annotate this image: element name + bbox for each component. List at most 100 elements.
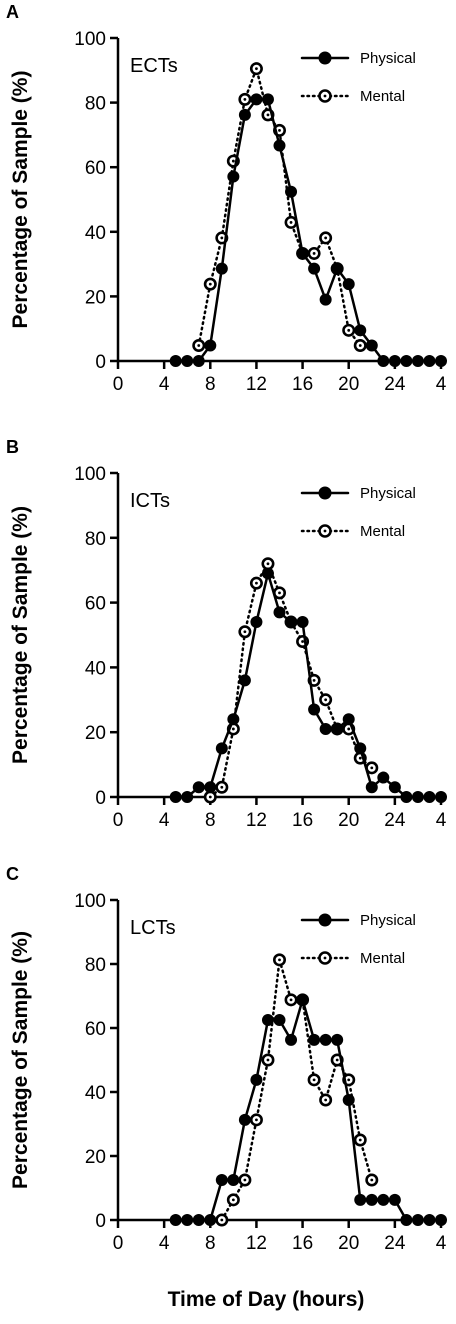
series-line-physical xyxy=(174,98,443,363)
data-point-physical xyxy=(308,262,321,275)
data-point-center-mental xyxy=(266,1058,270,1062)
y-tick-label: 100 xyxy=(74,464,106,485)
data-point-center-mental xyxy=(278,128,281,132)
data-point-center-mental xyxy=(324,1098,328,1102)
data-point-center-mental xyxy=(197,344,201,347)
data-point-physical xyxy=(273,1014,286,1026)
data-point-center-mental xyxy=(220,236,224,240)
legend-marker-center xyxy=(323,94,327,98)
data-point-physical xyxy=(227,713,240,726)
y-tick-label: 80 xyxy=(85,94,106,115)
data-point-center-mental xyxy=(324,698,328,702)
data-point-center-mental xyxy=(347,1078,351,1082)
data-point-center-mental xyxy=(208,795,212,799)
legend-label-mental: Mental xyxy=(360,88,405,105)
data-point-physical xyxy=(388,1193,401,1206)
data-point-physical xyxy=(296,616,309,629)
x-tick-label: 20 xyxy=(338,374,359,395)
data-point-center-mental xyxy=(335,1058,339,1062)
data-point-physical xyxy=(354,1193,367,1206)
data-point-physical xyxy=(261,567,274,580)
data-point-center-mental xyxy=(243,630,247,634)
data-point-physical xyxy=(261,93,274,106)
data-point-physical xyxy=(285,1033,298,1046)
data-point-physical xyxy=(181,355,194,367)
legend-label-physical: Physical xyxy=(360,912,416,929)
data-point-center-mental xyxy=(231,1198,235,1202)
data-point-physical xyxy=(365,781,378,794)
data-point-physical xyxy=(296,247,309,260)
data-point-physical xyxy=(388,355,401,367)
y-tick-label: 0 xyxy=(95,1211,106,1232)
x-tick-label: 24 xyxy=(384,810,406,831)
data-point-center-mental xyxy=(231,159,235,163)
x-tick-label: 0 xyxy=(113,810,124,831)
y-tick-label: 60 xyxy=(85,594,106,615)
panel-letter: B xyxy=(6,437,19,457)
x-tick-label: 0 xyxy=(113,374,124,395)
data-point-physical xyxy=(435,355,447,367)
y-axis-title: Percentage of Sample (%) xyxy=(9,931,32,1189)
data-point-center-mental xyxy=(324,236,328,240)
y-tick-label: 0 xyxy=(95,788,106,809)
y-tick-label: 40 xyxy=(85,1083,106,1104)
x-tick-label: 8 xyxy=(205,1233,216,1254)
data-point-physical xyxy=(331,262,344,275)
legend-label-physical: Physical xyxy=(360,50,416,67)
y-tick-label: 40 xyxy=(85,223,106,244)
data-point-physical xyxy=(169,355,182,367)
x-tick-label: 24 xyxy=(384,1233,406,1254)
y-tick-label: 40 xyxy=(85,658,106,679)
x-tick-label: 16 xyxy=(292,810,313,831)
data-point-physical xyxy=(308,1033,321,1046)
data-point-physical xyxy=(342,278,355,291)
data-point-center-mental xyxy=(301,640,304,643)
data-point-physical xyxy=(319,293,332,306)
x-tick-label: 4 xyxy=(159,810,170,831)
data-point-center-mental xyxy=(243,97,247,101)
data-point-physical xyxy=(227,170,240,183)
y-tick-label: 80 xyxy=(85,955,106,976)
data-point-center-mental xyxy=(347,727,351,731)
chart-panel-b: B Percentage of Sample (%) 0 20 40 60 80 100 0 4 8… xyxy=(6,437,447,831)
data-point-physical xyxy=(238,1113,251,1126)
legend-label-mental: Mental xyxy=(360,950,405,967)
x-tick-label: 4 xyxy=(436,1233,447,1254)
data-point-center-mental xyxy=(255,1118,258,1122)
y-tick-label: 100 xyxy=(74,891,106,912)
data-point-physical xyxy=(400,791,413,803)
data-point-center-mental xyxy=(358,756,362,760)
data-point-center-mental xyxy=(231,727,235,731)
data-point-physical xyxy=(435,1214,447,1226)
x-tick-label: 8 xyxy=(205,810,216,831)
data-point-physical xyxy=(308,703,321,716)
data-point-physical xyxy=(181,1214,194,1226)
series-line-mental xyxy=(197,67,362,347)
data-point-physical xyxy=(192,781,205,794)
data-point-physical xyxy=(204,339,217,352)
legend-marker-physical xyxy=(318,51,332,65)
panel-letter: C xyxy=(6,864,19,884)
data-point-center-mental xyxy=(255,67,258,71)
data-point-physical xyxy=(250,93,263,106)
x-tick-label: 12 xyxy=(246,374,267,395)
legend-label-physical: Physical xyxy=(360,485,416,502)
y-tick-label: 100 xyxy=(74,29,106,50)
data-point-physical xyxy=(331,722,344,735)
series-line-mental xyxy=(209,562,374,799)
data-point-physical xyxy=(423,1214,436,1226)
y-tick-label: 80 xyxy=(85,529,106,550)
chart-panel-c: C Percentage of Sample (%) 0 20 40 60 80 100 0 4 8… xyxy=(6,864,447,1254)
data-point-center-mental xyxy=(289,998,293,1002)
x-tick-label: 16 xyxy=(292,1233,313,1254)
y-tick-label: 20 xyxy=(85,287,106,308)
x-tick-label: 16 xyxy=(292,374,313,395)
data-point-center-mental xyxy=(266,113,270,117)
data-point-center-mental xyxy=(243,1178,247,1182)
legend-label-mental: Mental xyxy=(360,523,405,540)
x-tick-label: 8 xyxy=(205,374,216,395)
data-point-physical xyxy=(354,324,367,337)
data-point-center-mental xyxy=(358,1138,362,1142)
data-point-physical xyxy=(273,139,286,152)
